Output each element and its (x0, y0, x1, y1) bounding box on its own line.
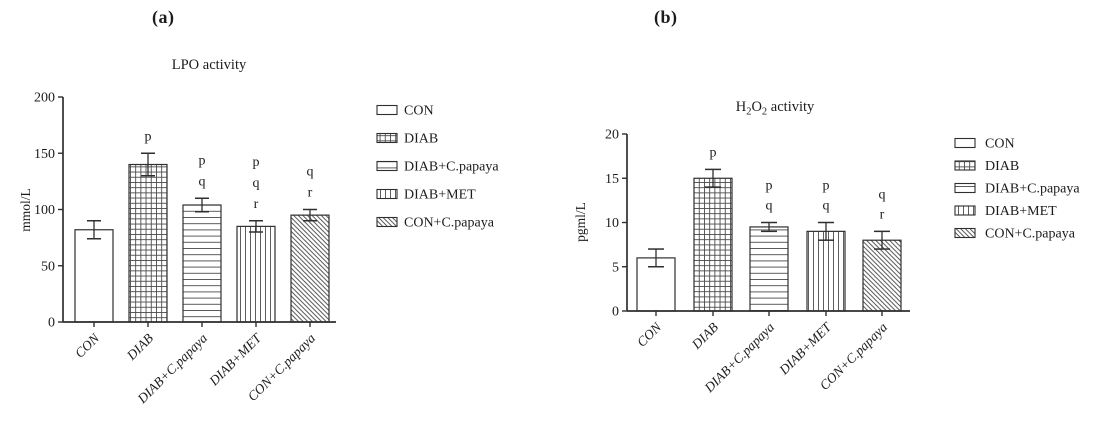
y-tick-label: 200 (34, 91, 55, 106)
chart-title: LPO activity (172, 57, 247, 73)
significance-letter: p (253, 155, 260, 170)
significance-letter: q (879, 187, 886, 202)
panel-b: (b) p p q p q q r 0 5 10 15 20 CON DIAB DIAB+C.papaya D… (548, 0, 1096, 439)
x-category-label: DIAB (688, 320, 721, 353)
legend-label: DIAB+C.papaya (404, 160, 499, 175)
bar-con-c-papaya (862, 239, 902, 312)
x-category-label: DIAB+MET (206, 329, 266, 389)
legend-swatch-diagonal (954, 227, 976, 239)
legend-label: DIAB (404, 132, 438, 147)
legend-label: DIAB (985, 159, 1019, 174)
legend-label: CON+C.papaya (985, 227, 1076, 242)
significance-letter: r (254, 197, 259, 212)
significance-letter: p (199, 153, 206, 168)
y-tick-label: 10 (605, 216, 619, 231)
legend-swatch-diagonal (376, 216, 398, 228)
legend-label: CON (404, 104, 434, 119)
legend-swatch-horizontal (954, 182, 976, 194)
bar-diab-c-papaya (749, 226, 789, 312)
significance-letter: r (308, 186, 313, 201)
legend-swatch-grid (376, 132, 398, 144)
significance-letter: p (145, 129, 152, 144)
x-category-label: CON (72, 330, 103, 361)
significance-letter: q (307, 165, 314, 180)
bar-con-c-papaya (290, 214, 330, 323)
legend-label: DIAB+MET (985, 204, 1057, 219)
bar-diab-met (236, 225, 276, 323)
bar-diab (128, 163, 168, 323)
legend-swatch-vertical (376, 188, 398, 200)
legend-swatch-plain (954, 137, 976, 149)
y-tick-label: 150 (34, 147, 55, 162)
y-tick-label: 5 (612, 260, 619, 275)
significance-letter: q (199, 174, 206, 189)
bar-con (74, 229, 114, 323)
legend-label: DIAB+MET (404, 188, 476, 203)
y-tick-label: 100 (34, 203, 55, 218)
y-axis-label: mmol/L (18, 188, 33, 232)
legend-swatch-horizontal (376, 160, 398, 172)
significance-letter: p (766, 179, 773, 194)
y-tick-label: 0 (612, 305, 619, 320)
significance-letter: q (823, 199, 830, 214)
legend-swatch-vertical (954, 205, 976, 216)
y-tick-label: 15 (605, 172, 619, 187)
bar-diab-met (806, 230, 846, 312)
legend-label: CON (985, 137, 1015, 152)
y-axis-label: pgml/L (573, 202, 588, 242)
significance-letter: q (766, 199, 773, 214)
significance-letter: r (880, 207, 885, 222)
x-category-label: DIAB (123, 331, 156, 364)
bar-diab-c-papaya (182, 204, 222, 323)
significance-letter: p (710, 145, 717, 160)
legend-swatch-plain (376, 104, 398, 116)
bar-diab (693, 177, 733, 312)
legend-label: CON+C.papaya (404, 216, 495, 231)
x-category-label: DIAB+MET (776, 318, 836, 378)
legend-label: DIAB+C.papaya (985, 182, 1080, 197)
legend-swatch-grid (954, 160, 976, 171)
panel-b-label: (b) (654, 7, 678, 27)
y-tick-label: 0 (48, 316, 55, 331)
y-tick-label: 20 (605, 128, 619, 143)
significance-letter: q (253, 176, 260, 191)
chart-title: H2O2 activity (736, 99, 815, 118)
panel-a: (a) p p q p q r q r 0 50 100 150 200 CON DIAB DIAB+C.pa… (18, 7, 499, 407)
y-tick-label: 50 (41, 259, 55, 274)
significance-letter: p (823, 179, 830, 194)
panel-a-label: (a) (152, 7, 175, 27)
x-category-label: CON (634, 319, 665, 350)
